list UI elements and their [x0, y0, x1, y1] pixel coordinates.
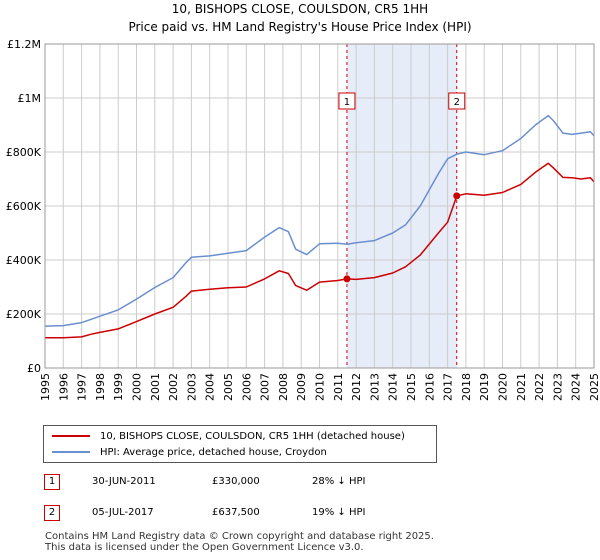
x-tick-label: 2007 [259, 373, 272, 401]
legend-swatch-red [52, 435, 90, 437]
x-tick-label: 2023 [551, 373, 564, 401]
x-tick-label: 2024 [570, 373, 583, 401]
transaction-hpi: 28% ↓ HPI [312, 476, 366, 487]
series-line [44, 114, 595, 327]
x-tick-label: 2015 [405, 373, 418, 401]
x-tick-label: 2000 [131, 373, 144, 401]
annotation-box [338, 92, 356, 110]
x-tick-label: 1995 [39, 373, 52, 401]
x-tick-label: 2002 [167, 373, 180, 401]
y-tick-label: £1.2M [7, 38, 41, 51]
x-tick-label: 2008 [277, 373, 290, 401]
x-tick-label: 2017 [442, 373, 455, 401]
series-line [45, 162, 595, 339]
x-tick-label: 2006 [240, 373, 253, 401]
x-tick-label: 2013 [368, 373, 381, 401]
x-tick-label: 2005 [222, 373, 235, 401]
x-tick-label: 2011 [332, 373, 345, 401]
sale-point [453, 192, 461, 200]
x-tick-label: 1999 [112, 373, 125, 401]
annotation-box [448, 92, 466, 110]
x-tick-label: 2022 [533, 373, 546, 401]
x-tick-label: 1998 [94, 373, 107, 401]
chart-subtitle: Price paid vs. HM Land Registry's House … [128, 20, 472, 34]
transaction-marker: 2 [44, 505, 60, 521]
x-tick-label: 1997 [76, 373, 89, 401]
x-tick-label: 2016 [423, 373, 436, 401]
sale-point [343, 275, 351, 283]
annotation-label: 2 [454, 97, 460, 108]
y-tick-label: £600K [6, 200, 42, 213]
transaction-marker: 1 [44, 474, 60, 490]
y-tick-label: £800K [6, 146, 42, 159]
y-tick-label: £0 [27, 362, 41, 375]
chart-title: 10, BISHOPS CLOSE, COULSDON, CR5 1HH [171, 2, 429, 16]
x-tick-label: 2004 [204, 373, 217, 401]
legend-item-property: 10, BISHOPS CLOSE, COULSDON, CR5 1HH (de… [52, 429, 405, 443]
x-tick-label: 1996 [57, 373, 70, 401]
transaction-date: 30-JUN-2011 [92, 476, 156, 487]
x-tick-label: 2020 [497, 373, 510, 401]
y-tick-label: £200K [6, 308, 42, 321]
x-tick-label: 2021 [515, 373, 528, 401]
x-tick-label: 2012 [350, 373, 363, 401]
x-tick-label: 2009 [295, 373, 308, 401]
x-tick-label: 2003 [185, 373, 198, 401]
footer-line: Contains HM Land Registry data © Crown c… [45, 531, 434, 542]
transaction-hpi: 19% ↓ HPI [312, 507, 366, 518]
x-tick-label: 2019 [478, 373, 491, 401]
x-tick-label: 2025 [588, 373, 600, 401]
chart-legend: 10, BISHOPS CLOSE, COULSDON, CR5 1HH (de… [43, 425, 437, 463]
transaction-date: 05-JUL-2017 [92, 507, 154, 518]
transaction-price: £637,500 [212, 507, 260, 518]
x-tick-label: 2014 [387, 373, 400, 401]
y-tick-label: £400K [6, 254, 42, 267]
x-tick-label: 2001 [149, 373, 162, 401]
plot-frame [44, 43, 595, 369]
footer-line: This data is licensed under the Open Gov… [45, 542, 364, 553]
y-tick-label: £1M [18, 92, 42, 105]
footer-attribution: Contains HM Land Registry data © Crown c… [45, 531, 434, 553]
transaction-price: £330,000 [212, 476, 260, 487]
legend-label-property: 10, BISHOPS CLOSE, COULSDON, CR5 1HH (de… [100, 430, 405, 442]
legend-swatch-blue [52, 451, 90, 453]
legend-item-hpi: HPI: Average price, detached house, Croy… [52, 445, 327, 459]
annotation-label: 1 [344, 97, 350, 108]
x-tick-label: 2010 [314, 373, 327, 401]
price-chart: £0 £200K £400K £600K £800K £1M £1.2M 1995 1996 19… [6, 38, 600, 401]
x-tick-label: 2018 [460, 373, 473, 401]
legend-label-hpi: HPI: Average price, detached house, Croy… [100, 446, 327, 458]
